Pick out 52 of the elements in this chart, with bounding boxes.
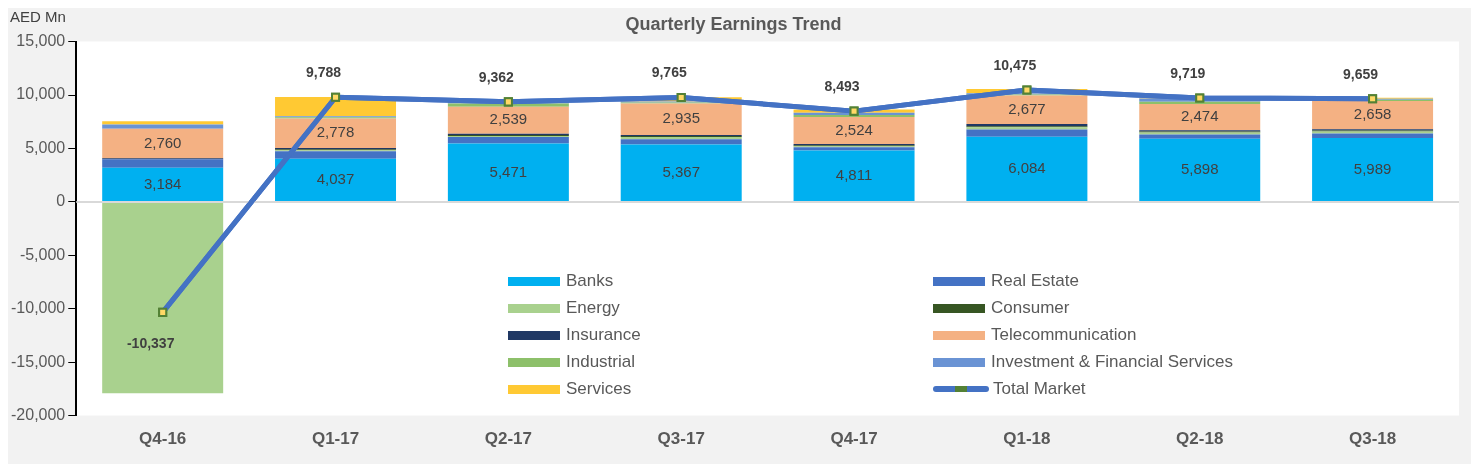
data-label: 2,760 — [143, 133, 182, 151]
legend-label: Total Market — [993, 379, 1086, 399]
data-label: 9,788 — [306, 64, 342, 81]
y-tick-label: -20,000 — [11, 406, 66, 424]
legend-label: Real Estate — [991, 271, 1079, 291]
legend-label: Services — [566, 379, 632, 399]
legend-label: Industrial — [566, 352, 635, 372]
legend-label: Banks — [566, 271, 614, 291]
data-label: 10,475 — [993, 56, 1037, 73]
data-label: 4,037 — [316, 170, 355, 188]
data-label: 2,658 — [1353, 105, 1392, 123]
data-label: 2,524 — [835, 120, 873, 138]
x-tick-label: Q1-17 — [311, 429, 360, 449]
legend-label: Energy — [566, 298, 620, 318]
x-tick-label: Q1-18 — [1003, 429, 1051, 449]
data-label: 2,677 — [1008, 99, 1046, 117]
x-tick-label: Q3-18 — [1348, 429, 1397, 449]
data-label: 5,471 — [489, 162, 528, 180]
y-tick-label: -10,000 — [11, 299, 66, 317]
x-tick-label: Q4-17 — [830, 429, 878, 449]
y-tick-label: 10,000 — [16, 85, 66, 103]
chart-title: Quarterly Earnings Trend — [625, 13, 842, 34]
y-tick-label: 5,000 — [25, 138, 66, 156]
y-tick-label: -5,000 — [19, 245, 66, 263]
data-label: 3,184 — [143, 174, 182, 192]
legend-label: Investment & Financial Services — [991, 352, 1233, 372]
legend-label: Insurance — [566, 325, 641, 345]
data-label: 2,539 — [489, 110, 528, 128]
data-label: 4,811 — [835, 166, 873, 184]
x-tick-label: Q4-16 — [139, 429, 187, 449]
x-tick-label: Q2-17 — [484, 429, 532, 449]
data-label: 8,493 — [824, 77, 860, 94]
data-label: 9,659 — [1343, 65, 1379, 82]
y-tick-label: 15,000 — [16, 32, 66, 50]
data-label: 9,719 — [1170, 64, 1206, 81]
y-axis-title: AED Mn — [10, 8, 66, 26]
data-label: 5,898 — [1180, 160, 1219, 178]
data-label: 6,084 — [1008, 159, 1046, 177]
data-label: -10,337 — [126, 335, 175, 352]
legend-label: Telecommunication — [991, 325, 1137, 345]
data-label: 9,765 — [651, 64, 687, 81]
data-label: 2,778 — [316, 123, 355, 141]
data-label: 9,362 — [478, 68, 515, 85]
y-tick-label: 0 — [56, 192, 66, 210]
data-label: 5,989 — [1353, 159, 1392, 177]
data-label: 2,474 — [1180, 107, 1219, 125]
x-tick-label: Q2-18 — [1176, 429, 1224, 449]
data-label: 2,935 — [662, 109, 700, 127]
x-tick-label: Q3-17 — [657, 429, 705, 449]
legend-label: Consumer — [991, 298, 1070, 318]
y-tick-label: -15,000 — [11, 352, 66, 370]
data-label: 5,367 — [662, 163, 700, 181]
